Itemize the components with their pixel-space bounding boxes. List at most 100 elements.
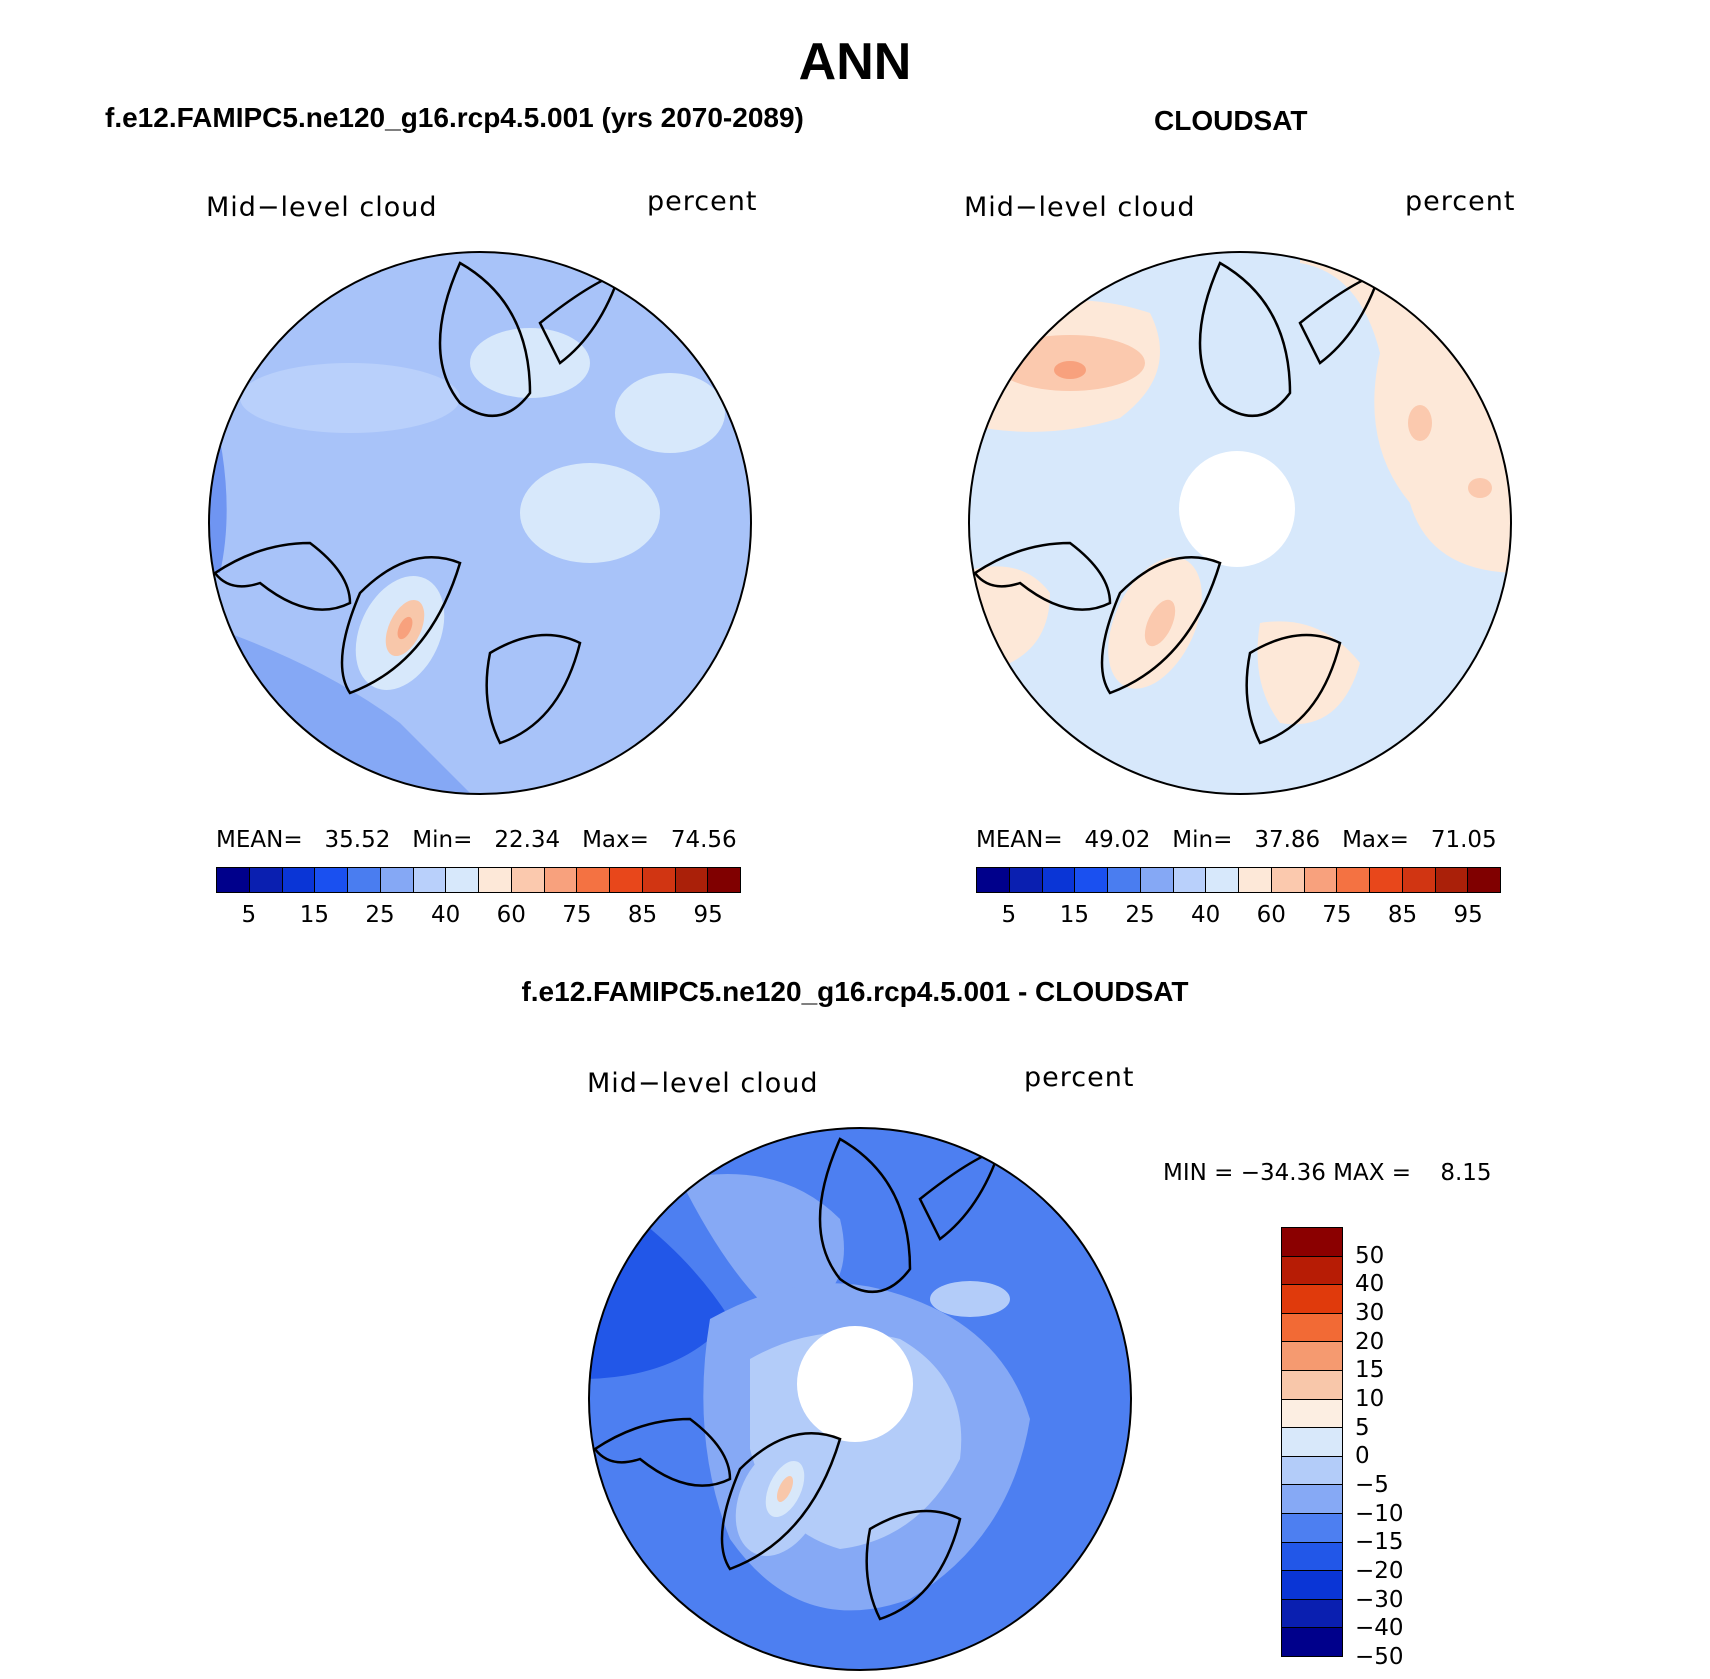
colorbar-swatch [1282,1313,1342,1343]
colorbar-swatch [1282,1542,1342,1572]
colorbar-swatch [1370,868,1403,892]
panel-1-colorbar-labels: 5 15 25 40 60 75 85 95 [216,902,741,932]
colorbar-tick-label: −5 [1355,1472,1389,1498]
colorbar-tick-label: 50 [1355,1242,1385,1269]
colorbar-swatch [413,868,447,892]
colorbar-swatch [577,868,610,892]
colorbar-tick-label: 85 [1387,902,1418,928]
panel-1-units-label: percent [647,186,758,217]
panel-1-stats: MEAN= 35.52 Min= 22.34 Max= 74.56 [216,827,737,853]
colorbar-swatch [1108,868,1141,892]
panel-2-units-label: percent [1405,186,1516,217]
panel-1-title: f.e12.FAMIPC5.ne120_g16.rcp4.5.001 (yrs … [105,102,804,133]
colorbar-swatch [1282,1228,1342,1257]
colorbar-swatch [1468,868,1500,892]
colorbar-swatch [1282,1628,1342,1656]
colorbar-tick-label: 85 [627,902,658,928]
colorbar-swatch [1173,868,1207,892]
colorbar-swatch [217,868,250,892]
colorbar-swatch [380,868,414,892]
colorbar-tick-label: 40 [1355,1271,1385,1298]
colorbar-swatch [446,868,479,892]
panel-3-colorbar-labels: 50 40 30 20 15 10 5 0 −5 −10 −15 −20 −30 −40 −50 [1355,1227,1435,1670]
colorbar-swatch [1282,1513,1342,1543]
colorbar-swatch [642,868,676,892]
colorbar-tick-label: −15 [1355,1529,1404,1556]
panel-2-colorbar [976,867,1501,893]
figure-title: ANN [798,33,912,91]
colorbar-tick-label: 25 [365,902,395,928]
colorbar-tick-label: 30 [1355,1300,1385,1326]
colorbar-swatch [544,868,578,892]
colorbar-swatch [1075,868,1108,892]
colorbar-swatch [675,868,709,892]
colorbar-swatch [610,868,643,892]
colorbar-swatch [1282,1428,1342,1457]
colorbar-tick-label: 10 [1355,1386,1385,1412]
panel-1-colorbar [216,867,741,893]
colorbar-swatch [1282,1285,1342,1314]
colorbar-tick-label: −20 [1355,1558,1404,1584]
colorbar-tick-label: 60 [1256,902,1286,928]
panel-3-title: f.e12.FAMIPC5.ne120_g16.rcp4.5.001 - CLO… [521,976,1189,1007]
panel-2-stats: MEAN= 49.02 Min= 37.86 Max= 71.05 [976,827,1497,853]
colorbar-swatch [1337,868,1370,892]
panel-2-colorbar-labels: 5 15 25 40 60 75 85 95 [976,902,1501,932]
colorbar-swatch [1282,1485,1342,1514]
colorbar-swatch [1282,1599,1342,1629]
panel-3-colorbar [1281,1227,1343,1657]
colorbar-swatch [1206,868,1239,892]
colorbar-tick-label: 40 [431,902,461,928]
colorbar-tick-label: 25 [1125,902,1155,928]
colorbar-swatch [1282,1342,1342,1371]
colorbar-swatch [1140,868,1174,892]
colorbar-tick-label: −50 [1355,1644,1404,1670]
colorbar-swatch [348,868,381,892]
colorbar-tick-label: 75 [562,902,592,928]
colorbar-swatch [1435,868,1469,892]
panel-3-polar-map [588,1127,1132,1671]
colorbar-tick-label: 95 [693,902,723,928]
colorbar-swatch [1304,868,1338,892]
colorbar-swatch [1009,868,1043,892]
colorbar-swatch [479,868,512,892]
colorbar-tick-label: 15 [299,902,330,928]
colorbar-swatch [1282,1370,1342,1400]
panel-1-polar-map [208,251,752,795]
panel-3-units-label: percent [1024,1062,1135,1093]
colorbar-swatch [282,868,316,892]
colorbar-swatch [315,868,348,892]
colorbar-tick-label: 15 [1355,1357,1385,1384]
colorbar-swatch [1042,868,1076,892]
colorbar-tick-label: −40 [1355,1615,1404,1642]
colorbar-tick-label: 5 [1355,1414,1370,1441]
colorbar-swatch [1282,1456,1342,1486]
colorbar-swatch [1282,1256,1342,1286]
colorbar-swatch [708,868,740,892]
colorbar-swatch [1282,1571,1342,1600]
colorbar-tick-label: 20 [1355,1328,1385,1355]
panel-2-title: CLOUDSAT [1154,105,1308,136]
colorbar-swatch [511,868,545,892]
colorbar-swatch [977,868,1010,892]
colorbar-swatch [1239,868,1272,892]
colorbar-tick-label: 5 [241,902,257,928]
panel-1-variable-label: Mid−level cloud [206,192,438,223]
colorbar-tick-label: 75 [1322,902,1352,928]
colorbar-tick-label: 40 [1191,902,1221,928]
colorbar-swatch [249,868,283,892]
colorbar-tick-label: 15 [1059,902,1090,928]
colorbar-tick-label: 95 [1453,902,1483,928]
panel-2-variable-label: Mid−level cloud [964,192,1196,223]
colorbar-tick-label: 0 [1355,1443,1370,1470]
colorbar-tick-label: −10 [1355,1500,1404,1527]
colorbar-swatch [1282,1399,1342,1429]
colorbar-tick-label: −30 [1355,1586,1404,1613]
panel-3-variable-label: Mid−level cloud [587,1068,819,1099]
colorbar-swatch [1402,868,1436,892]
panel-2-polar-map [968,251,1512,795]
colorbar-tick-label: 5 [1001,902,1017,928]
colorbar-tick-label: 60 [496,902,526,928]
colorbar-swatch [1271,868,1305,892]
panel-3-minmax: MIN = −34.36 MAX = 8.15 [1163,1160,1492,1186]
